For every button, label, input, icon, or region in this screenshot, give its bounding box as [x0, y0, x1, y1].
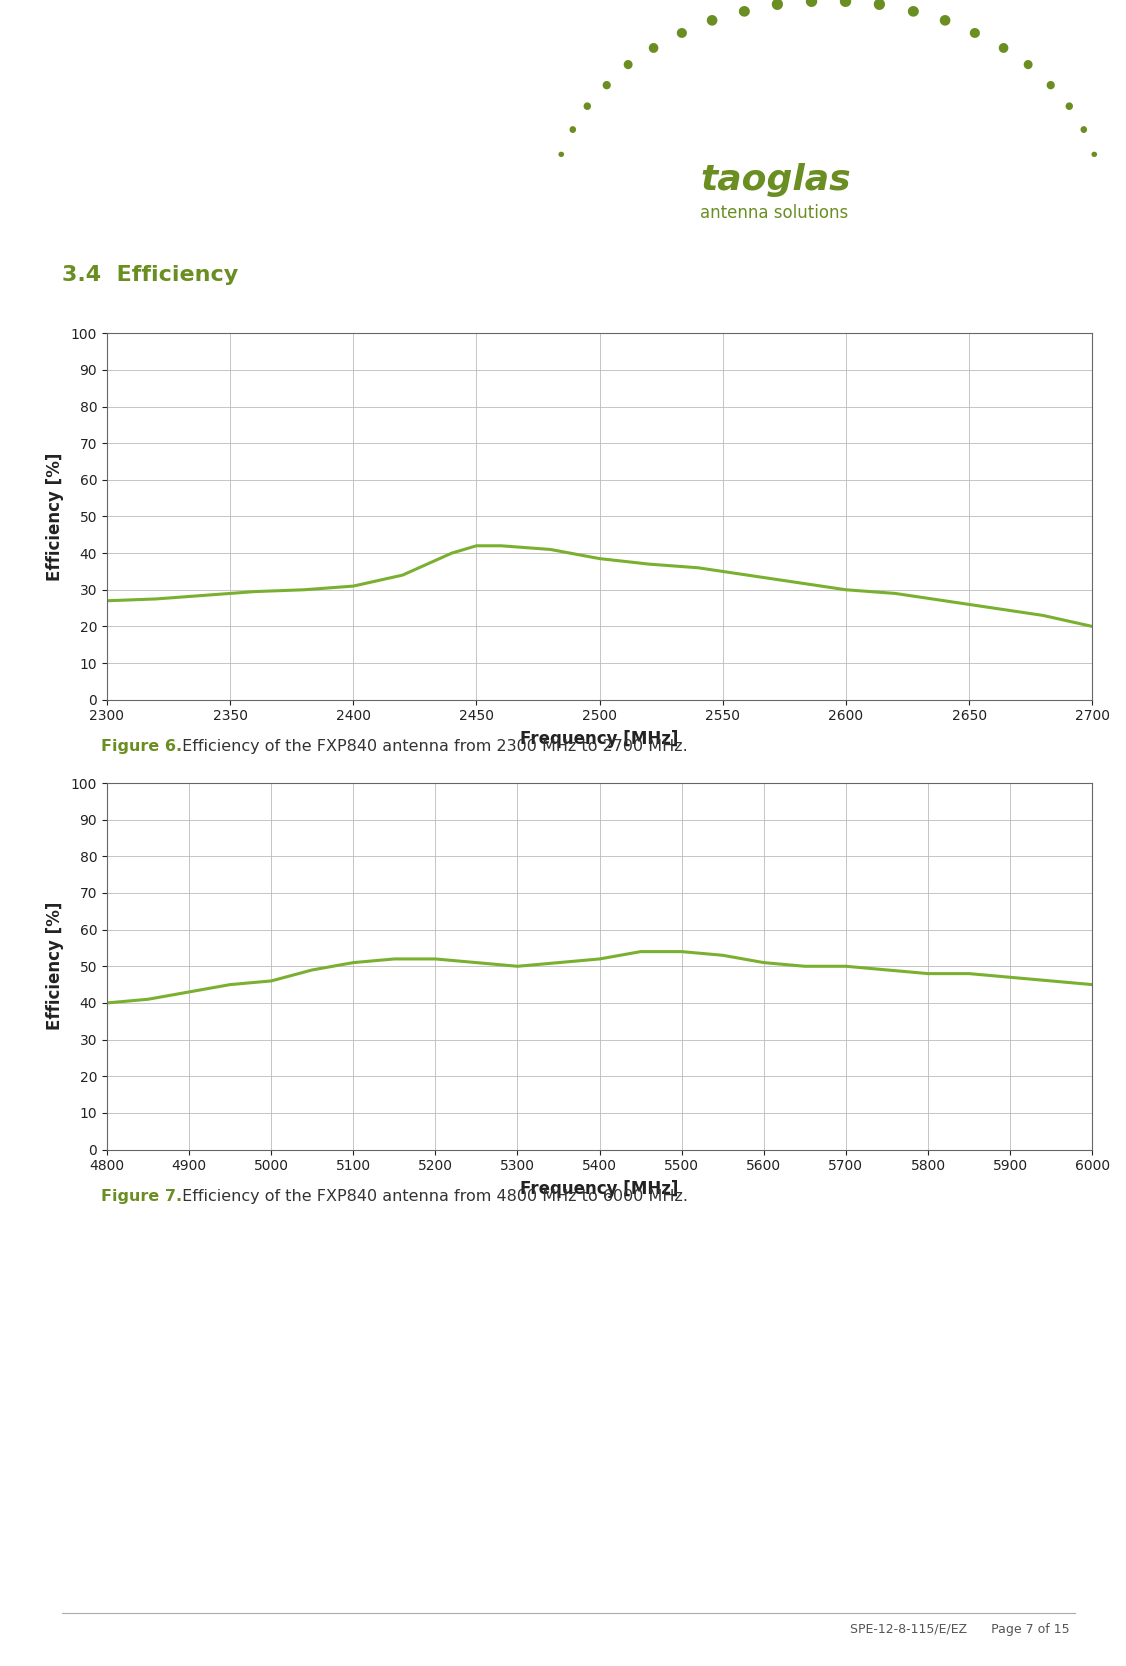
Text: ●: ● — [736, 3, 749, 17]
X-axis label: Frequency [MHz]: Frequency [MHz] — [520, 730, 679, 748]
Text: ●: ● — [1080, 125, 1087, 135]
Text: ●: ● — [804, 0, 817, 8]
Text: Efficiency of the FXP840 antenna from 4800 MHz to 6000 MHz.: Efficiency of the FXP840 antenna from 48… — [177, 1188, 688, 1205]
Text: ●: ● — [770, 0, 783, 12]
Text: ●: ● — [674, 25, 687, 38]
Text: ●: ● — [623, 58, 633, 72]
Text: ●: ● — [601, 80, 610, 90]
Text: ●: ● — [997, 40, 1008, 53]
Text: ●: ● — [569, 125, 575, 135]
Text: ●: ● — [968, 25, 981, 38]
Text: ●: ● — [906, 3, 919, 17]
Text: ●: ● — [1022, 58, 1033, 72]
Text: ●: ● — [1064, 102, 1072, 112]
Y-axis label: Efficiency [%]: Efficiency [%] — [46, 451, 64, 581]
Text: Figure 6.: Figure 6. — [101, 738, 182, 755]
Text: ●: ● — [1045, 80, 1054, 90]
Text: antenna solutions: antenna solutions — [700, 205, 849, 222]
Text: ●: ● — [873, 0, 885, 12]
Text: ●: ● — [647, 40, 659, 53]
Text: ●: ● — [938, 13, 950, 27]
Text: ●: ● — [583, 102, 591, 112]
Text: ●: ● — [557, 152, 564, 157]
Text: ●: ● — [838, 0, 851, 8]
Text: 3.4  Efficiency: 3.4 Efficiency — [62, 265, 239, 285]
Text: Figure 7.: Figure 7. — [101, 1188, 182, 1205]
Y-axis label: Efficiency [%]: Efficiency [%] — [46, 901, 64, 1031]
Text: Efficiency of the FXP840 antenna from 2300 MHz to 2700 MHz.: Efficiency of the FXP840 antenna from 23… — [177, 738, 688, 755]
Text: SPE-12-8-115/E/EZ      Page 7 of 15: SPE-12-8-115/E/EZ Page 7 of 15 — [850, 1623, 1070, 1636]
X-axis label: Frequency [MHz]: Frequency [MHz] — [520, 1180, 679, 1198]
Text: ●: ● — [705, 13, 717, 27]
Text: taoglas: taoglas — [700, 163, 851, 197]
Text: ●: ● — [1091, 152, 1098, 157]
